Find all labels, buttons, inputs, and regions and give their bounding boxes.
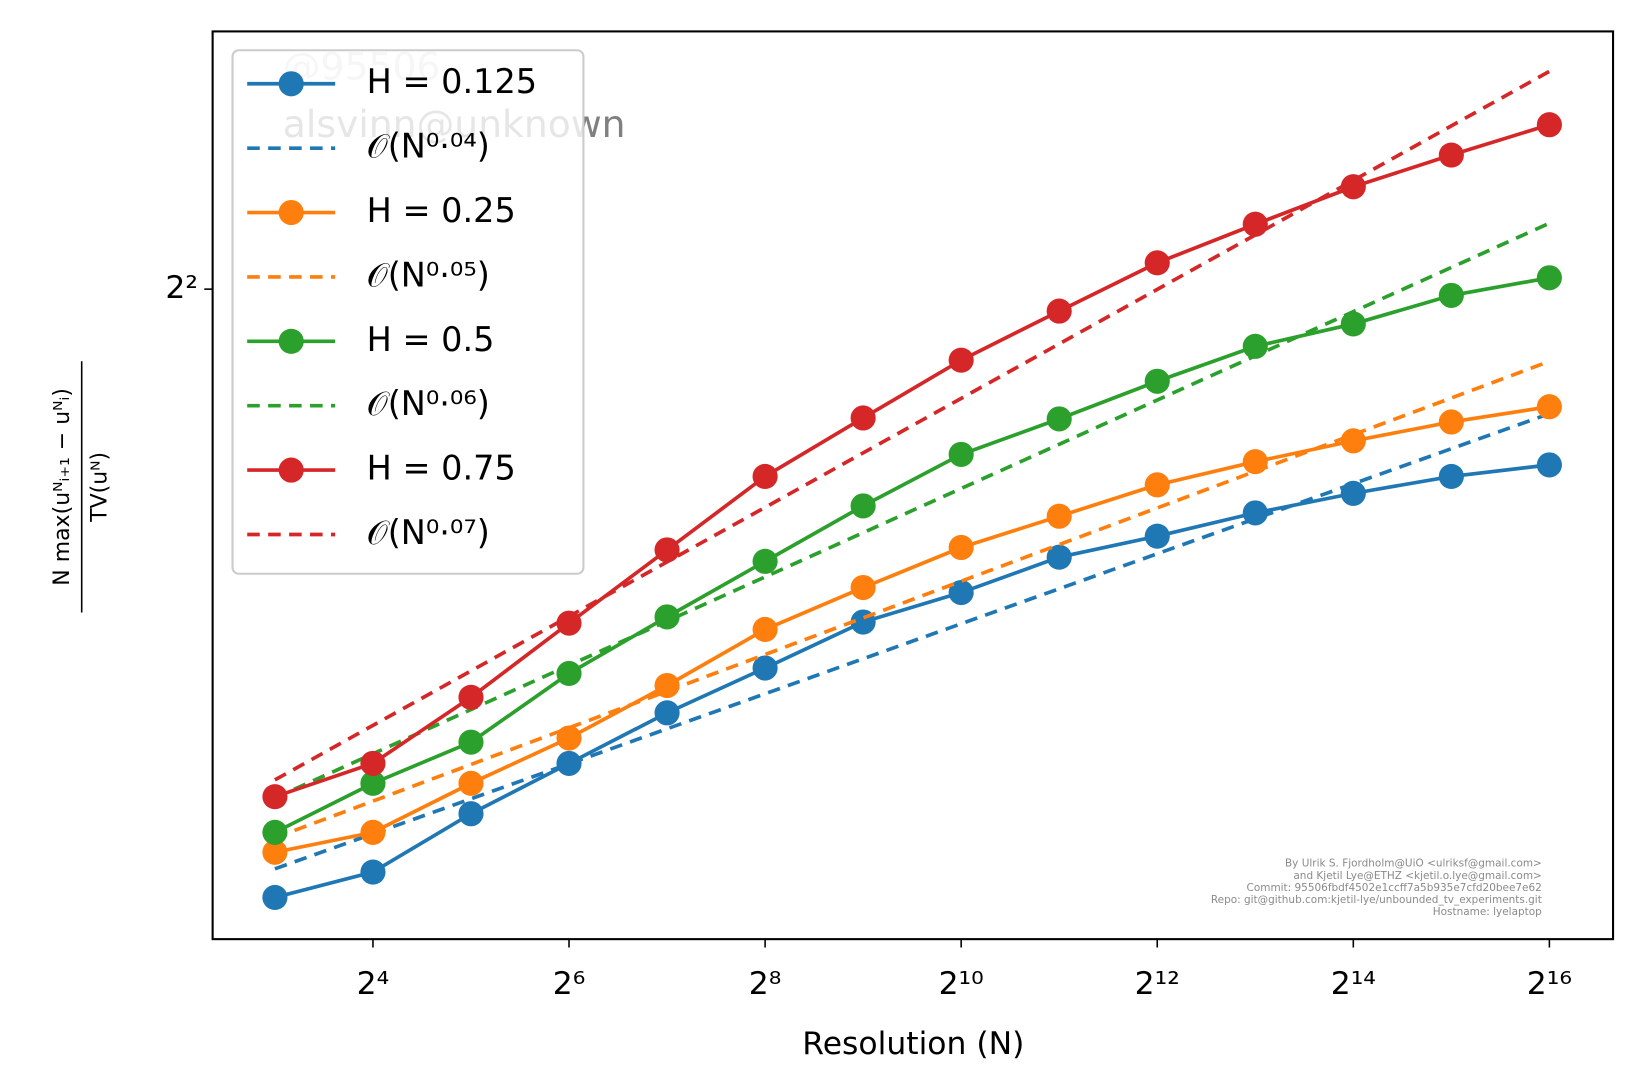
data-point: [1536, 394, 1562, 420]
data-point: [1438, 282, 1464, 308]
legend-marker: [278, 328, 304, 354]
data-point: [654, 700, 680, 726]
data-point: [948, 347, 974, 373]
x-tick-label: 2¹⁴: [1331, 966, 1376, 1002]
data-point: [654, 672, 680, 699]
legend: H = 0.125 𝒪(N⁰·⁰⁴) H = 0.25 𝒪(N⁰·⁰⁵) H = 0.5…: [231, 49, 585, 575]
data-point: [654, 537, 680, 563]
legend-label: H = 0.5: [367, 320, 495, 359]
data-point: [1340, 480, 1366, 506]
data-point: [752, 548, 778, 574]
series-line: [274, 463, 1550, 900]
data-point: [1438, 409, 1464, 435]
data-point: [1536, 452, 1562, 478]
data-point: [360, 859, 386, 885]
data-point: [262, 839, 288, 865]
data-point: [556, 750, 582, 776]
data-point: [458, 770, 484, 796]
series-line: [274, 122, 1550, 799]
data-point: [850, 574, 876, 601]
data-point: [1438, 463, 1464, 490]
legend-box: [231, 49, 585, 575]
data-point: [948, 579, 974, 606]
data-point: [1242, 449, 1268, 475]
data-point: [1046, 406, 1072, 432]
legend-label: 𝒪(N⁰·⁰⁷): [367, 513, 490, 552]
y-axis-label: N max(uᴺᵢ₊₁ − uᴺᵢ) TV(uᴺ): [50, 361, 113, 613]
legend-label: H = 0.75: [367, 449, 516, 488]
data-point: [262, 819, 288, 845]
data-point: [1242, 211, 1268, 237]
data-point: [752, 655, 778, 681]
data-point: [1144, 523, 1170, 549]
data-point: [1144, 250, 1170, 276]
fit-line: [274, 359, 1551, 840]
data-point: [556, 725, 582, 751]
data-point: [1242, 333, 1268, 359]
data-point: [262, 884, 288, 911]
x-tick-label: 2⁴: [357, 966, 390, 1002]
data-point: [850, 405, 876, 431]
footnote-line: By Ulrik S. Fjordholm@UiO <ulriksf@gmail…: [1285, 858, 1542, 870]
series-line: [274, 404, 1550, 855]
x-tick-label: 2¹⁰: [939, 966, 984, 1002]
footnote-line: Repo: git@github.com:kjetil-lye/unbounde…: [1211, 894, 1542, 906]
legend-label: 𝒪(N⁰·⁰⁴): [367, 127, 490, 166]
legend-label: 𝒪(N⁰·⁰⁵): [367, 255, 490, 294]
data-point: [752, 616, 778, 643]
footnote-line: Commit: 95506fbdf4502e1ccff7a5b935e7cfd2…: [1247, 882, 1542, 894]
y-label-denominator: TV(uᴺ): [88, 452, 113, 523]
data-point: [1340, 428, 1366, 454]
data-point: [752, 463, 778, 490]
y-label-numerator: N max(uᴺᵢ₊₁ − uᴺᵢ): [50, 388, 75, 586]
legend-marker: [278, 71, 304, 97]
data-point: [1438, 142, 1464, 168]
data-point: [1046, 298, 1072, 324]
legend-label: H = 0.25: [367, 191, 516, 230]
data-point: [1144, 368, 1170, 394]
data-point: [360, 770, 386, 796]
data-point: [458, 729, 484, 755]
data-point: [556, 610, 582, 636]
data-point: [948, 534, 974, 561]
x-tick-label: 2⁸: [749, 966, 782, 1002]
data-point: [360, 750, 386, 776]
data-point: [1536, 112, 1562, 138]
data-point: [850, 493, 876, 519]
data-point: [360, 819, 386, 845]
data-point: [948, 441, 974, 467]
data-point: [1046, 503, 1072, 529]
legend-label: 𝒪(N⁰·⁰⁶): [367, 384, 490, 423]
data-point: [1536, 265, 1562, 291]
data-point: [1046, 544, 1072, 570]
legend-label: H = 0.125: [367, 62, 538, 101]
legend-marker: [278, 457, 304, 483]
x-tick-label: 2¹⁶: [1527, 966, 1572, 1002]
footnote-line: and Kjetil Lye@ETHZ <kjetil.o.lye@gmail.…: [1293, 870, 1541, 882]
legend-marker: [278, 199, 304, 226]
x-tick-label: 2⁶: [553, 966, 586, 1002]
data-point: [1340, 174, 1366, 200]
data-point: [1144, 472, 1170, 498]
series-line: [274, 275, 1550, 835]
x-tick-label: 2¹²: [1135, 966, 1180, 1002]
data-point: [1340, 311, 1366, 337]
fit-line: [274, 221, 1551, 800]
plot-frame: [211, 30, 1615, 941]
fit-line: [274, 69, 1551, 782]
fit-line: [274, 411, 1550, 871]
y-tick-label: 2²: [165, 270, 198, 306]
data-point: [458, 684, 484, 710]
data-point: [262, 784, 288, 810]
data-point: [458, 801, 484, 827]
footnote-line: Hostname: lyelaptop: [1433, 906, 1542, 918]
x-axis-label: Resolution (N): [802, 1026, 1024, 1062]
